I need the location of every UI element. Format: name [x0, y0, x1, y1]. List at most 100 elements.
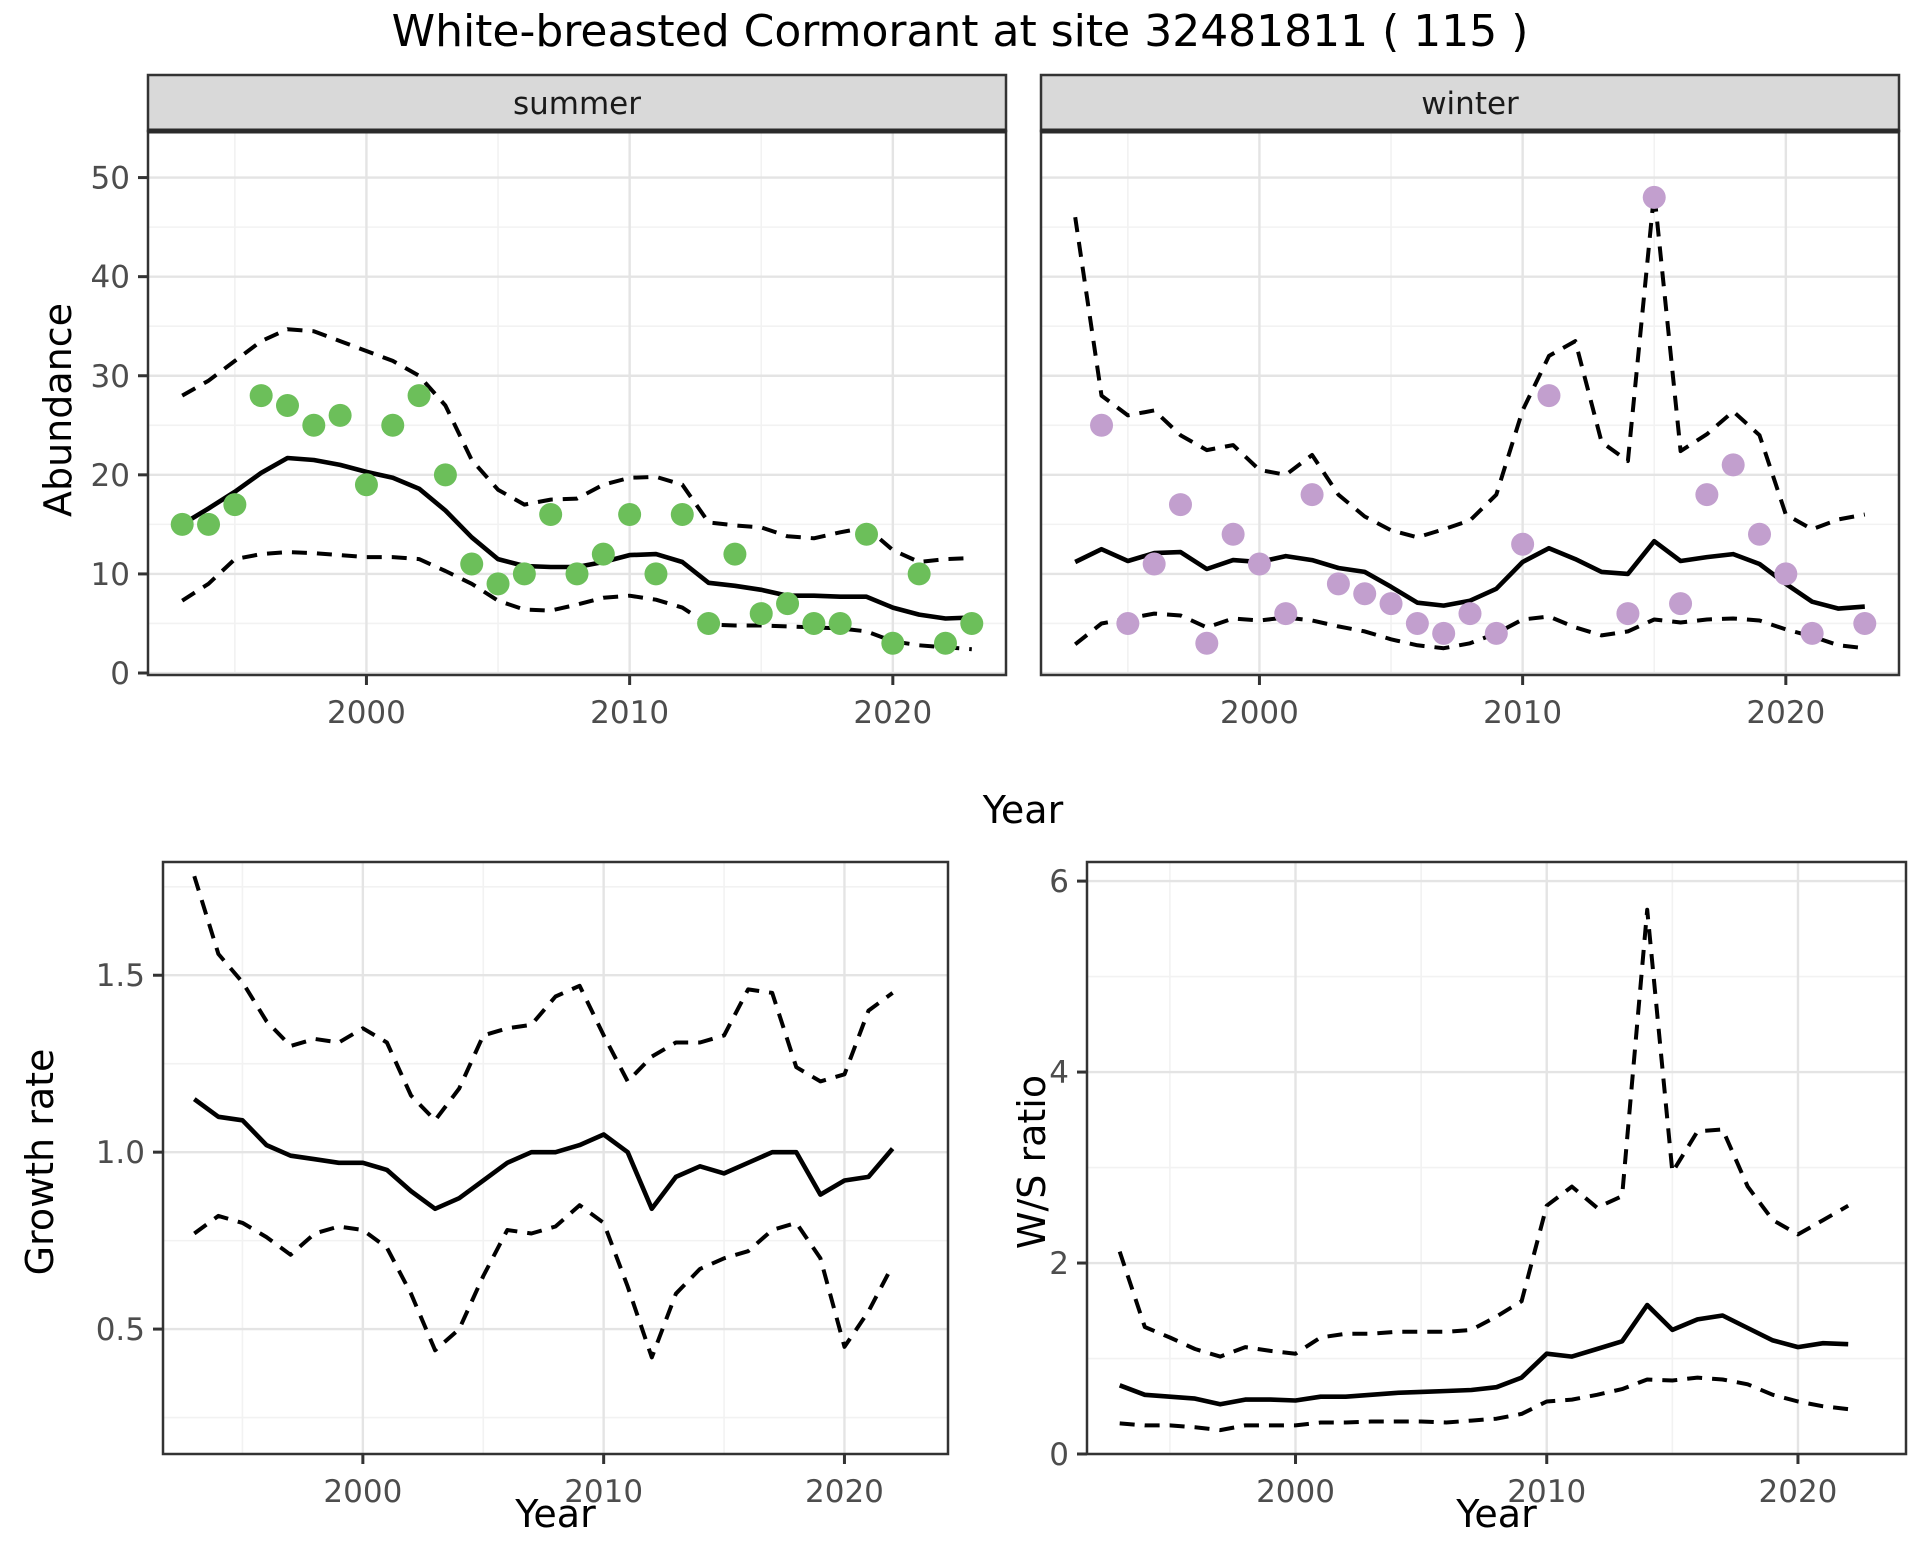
data-point-abundance-winter — [1168, 493, 1192, 517]
data-point-abundance-summer — [697, 611, 721, 635]
data-point-abundance-summer — [907, 562, 931, 586]
data-point-abundance-summer — [749, 602, 773, 626]
data-point-abundance-summer — [460, 552, 484, 576]
y-tick-label: 0 — [1049, 1437, 1069, 1473]
lower-ci-line — [193, 1203, 895, 1360]
data-point-abundance-summer — [828, 611, 852, 635]
y-tick-label: 1.0 — [96, 1135, 145, 1171]
plot-title: White-breasted Cormorant at site 3248181… — [391, 6, 1529, 57]
y-tick-label: 1.5 — [96, 958, 145, 994]
data-point-abundance-summer — [486, 572, 510, 596]
data-point-abundance-summer — [855, 522, 879, 546]
data-point-abundance-summer — [670, 502, 694, 526]
model-mean-line — [192, 1097, 895, 1212]
panel-background — [163, 862, 948, 1454]
y-axis-title-growth-rate: Growth rate — [18, 1048, 62, 1276]
upper-ci-line — [192, 875, 894, 1123]
upper-ci-line — [181, 327, 972, 564]
data-point-abundance-winter — [1669, 592, 1693, 616]
data-point-abundance-winter — [1353, 582, 1377, 606]
x-tick-label: 2020 — [805, 1474, 884, 1510]
y-tick-label: 0 — [110, 656, 130, 692]
data-point-abundance-summer — [723, 542, 747, 566]
data-point-abundance-summer — [512, 562, 536, 586]
upper-ci-line — [1117, 907, 1850, 1359]
x-tick-label: 2010 — [1483, 695, 1562, 731]
y-tick-label: 30 — [91, 359, 130, 395]
panel-background — [1087, 862, 1906, 1454]
data-point-abundance-winter — [1774, 562, 1798, 586]
data-point-abundance-winter — [1537, 384, 1561, 408]
data-point-abundance-summer — [644, 562, 668, 586]
x-tick-label: 2020 — [853, 695, 932, 731]
model-mean-line — [1118, 1302, 1849, 1407]
data-point-abundance-winter — [1616, 602, 1640, 626]
x-axis-title-year-ws: Year — [1456, 1492, 1537, 1536]
data-point-abundance-summer — [776, 592, 800, 616]
data-point-abundance-winter — [1484, 621, 1508, 645]
data-point-abundance-winter — [1247, 552, 1271, 576]
x-tick-label: 2010 — [1507, 1474, 1586, 1510]
facet-strip-label: summer — [513, 86, 641, 122]
data-point-abundance-summer — [170, 512, 194, 536]
data-point-abundance-summer — [407, 384, 431, 408]
data-point-abundance-winter — [1142, 552, 1166, 576]
x-tick-label: 2020 — [1746, 695, 1825, 731]
data-point-abundance-winter — [1090, 413, 1114, 437]
data-point-abundance-winter — [1695, 483, 1719, 507]
x-tick-label: 2000 — [1220, 695, 1299, 731]
upper-ci-line — [1073, 190, 1866, 540]
data-point-abundance-summer — [960, 611, 984, 635]
x-tick-label: 2000 — [327, 695, 406, 731]
data-point-abundance-winter — [1116, 611, 1140, 635]
y-tick-label: 2 — [1049, 1246, 1069, 1282]
data-point-abundance-summer — [275, 393, 299, 417]
lower-ci-line — [1119, 1375, 1849, 1433]
x-axis-title-year-top: Year — [982, 788, 1064, 832]
data-point-abundance-summer — [249, 384, 273, 408]
data-point-abundance-winter — [1432, 621, 1456, 645]
x-axis-title-year-growth: Year — [515, 1492, 596, 1536]
lower-ci-line — [1073, 611, 1866, 651]
x-tick-label: 2010 — [564, 1474, 643, 1510]
data-point-abundance-summer — [433, 463, 457, 487]
model-mean-line — [1074, 538, 1865, 611]
y-tick-label: 20 — [91, 458, 130, 494]
y-tick-label: 40 — [91, 260, 130, 296]
data-point-abundance-winter — [1800, 621, 1824, 645]
panel-border — [1085, 860, 1908, 1456]
data-point-abundance-winter — [1300, 483, 1324, 507]
data-point-abundance-winter — [1195, 631, 1219, 655]
data-point-abundance-winter — [1642, 185, 1666, 209]
facet-strip-label: winter — [1421, 86, 1519, 122]
y-tick-label: 6 — [1049, 864, 1069, 900]
data-point-abundance-winter — [1221, 522, 1245, 546]
x-tick-label: 2020 — [1759, 1474, 1838, 1510]
x-tick-label: 2000 — [1256, 1474, 1335, 1510]
data-point-abundance-summer — [381, 413, 405, 437]
data-point-abundance-winter — [1274, 602, 1298, 626]
data-point-abundance-summer — [881, 631, 905, 655]
data-point-abundance-winter — [1458, 602, 1482, 626]
y-tick-label: 50 — [91, 161, 130, 197]
data-point-abundance-summer — [354, 473, 378, 497]
panel-background — [1041, 131, 1899, 675]
y-tick-label: 0.5 — [96, 1312, 145, 1348]
y-tick-label: 4 — [1049, 1055, 1069, 1091]
data-point-abundance-summer — [802, 611, 826, 635]
x-tick-label: 2000 — [323, 1474, 402, 1510]
data-point-abundance-summer — [933, 631, 957, 655]
data-point-abundance-summer — [223, 493, 247, 517]
y-axis-title-ws-ratio: W/S ratio — [1010, 1074, 1054, 1250]
data-point-abundance-summer — [591, 542, 615, 566]
data-point-abundance-winter — [1405, 611, 1429, 635]
data-point-abundance-winter — [1853, 611, 1877, 635]
data-point-abundance-summer — [618, 502, 642, 526]
data-point-abundance-winter — [1326, 572, 1350, 596]
data-point-abundance-summer — [565, 562, 589, 586]
data-point-abundance-winter — [1748, 522, 1772, 546]
y-axis-title-abundance: Abundance — [36, 302, 80, 518]
data-point-abundance-winter — [1511, 532, 1535, 556]
